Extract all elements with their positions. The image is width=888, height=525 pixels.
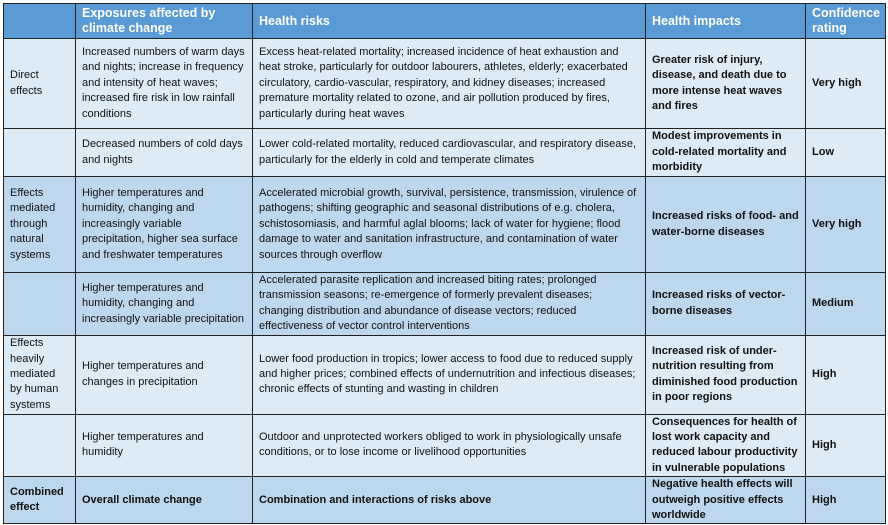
- category-cell: [3, 413, 76, 478]
- table-row: Effects heavily mediated by human system…: [3, 334, 886, 415]
- risks-cell: Lower cold-related mortality, reduced ca…: [252, 128, 646, 177]
- category-cell: Combined effect: [3, 476, 76, 525]
- exposure-cell: Overall climate change: [75, 476, 253, 525]
- exposure-cell: Increased numbers of warm days and night…: [75, 38, 253, 129]
- impacts-cell: Increased risks of vector-borne diseases: [645, 272, 806, 336]
- header-health-risks: Health risks: [252, 3, 646, 39]
- category-cell: [3, 128, 76, 177]
- exposure-cell: Higher temperatures and humidity: [75, 413, 253, 478]
- confidence-cell: High: [805, 334, 886, 415]
- confidence-cell: High: [805, 476, 886, 525]
- table-row: Direct effects Increased numbers of warm…: [3, 38, 886, 129]
- impacts-cell: Increased risks of food- and water-borne…: [645, 176, 806, 273]
- risks-cell: Combination and interactions of risks ab…: [252, 476, 646, 525]
- table-row: Combined effect Overall climate change C…: [3, 476, 886, 525]
- category-cell: Direct effects: [3, 38, 76, 129]
- impacts-cell: Consequences for health of lost work cap…: [645, 413, 806, 478]
- confidence-cell: Medium: [805, 272, 886, 336]
- risks-cell: Accelerated microbial growth, survival, …: [252, 176, 646, 273]
- exposure-cell: Higher temperatures and humidity, changi…: [75, 176, 253, 273]
- table-row: Higher temperatures and humidity, changi…: [3, 272, 886, 336]
- table-row: Higher temperatures and humidity Outdoor…: [3, 413, 886, 478]
- confidence-cell: High: [805, 413, 886, 478]
- climate-health-table: Exposures affected by climate change Hea…: [3, 3, 886, 525]
- exposure-cell: Higher temperatures and humidity, changi…: [75, 272, 253, 336]
- impacts-cell: Negative health effects will outweigh po…: [645, 476, 806, 525]
- header-category: [3, 3, 76, 39]
- confidence-cell: Very high: [805, 176, 886, 273]
- header-confidence: Confidence rating: [805, 3, 886, 39]
- exposure-cell: Decreased numbers of cold days and night…: [75, 128, 253, 177]
- category-cell: Effects heavily mediated by human system…: [3, 334, 76, 415]
- category-cell: [3, 272, 76, 336]
- risks-cell: Excess heat-related mortality; increased…: [252, 38, 646, 129]
- category-cell: Effects mediated through natural systems: [3, 176, 76, 273]
- table-row: Decreased numbers of cold days and night…: [3, 128, 886, 177]
- risks-cell: Lower food production in tropics; lower …: [252, 334, 646, 415]
- impacts-cell: Increased risk of under-nutrition result…: [645, 334, 806, 415]
- exposure-cell: Higher temperatures and changes in preci…: [75, 334, 253, 415]
- impacts-cell: Greater risk of injury, disease, and dea…: [645, 38, 806, 129]
- confidence-cell: Low: [805, 128, 886, 177]
- header-health-impacts: Health impacts: [645, 3, 806, 39]
- header-row: Exposures affected by climate change Hea…: [3, 3, 886, 39]
- risks-cell: Accelerated parasite replication and inc…: [252, 272, 646, 336]
- confidence-cell: Very high: [805, 38, 886, 129]
- table-row: Effects mediated through natural systems…: [3, 176, 886, 273]
- impacts-cell: Modest improvements in cold-related mort…: [645, 128, 806, 177]
- risks-cell: Outdoor and unprotected workers obliged …: [252, 413, 646, 478]
- header-exposures: Exposures affected by climate change: [75, 3, 253, 39]
